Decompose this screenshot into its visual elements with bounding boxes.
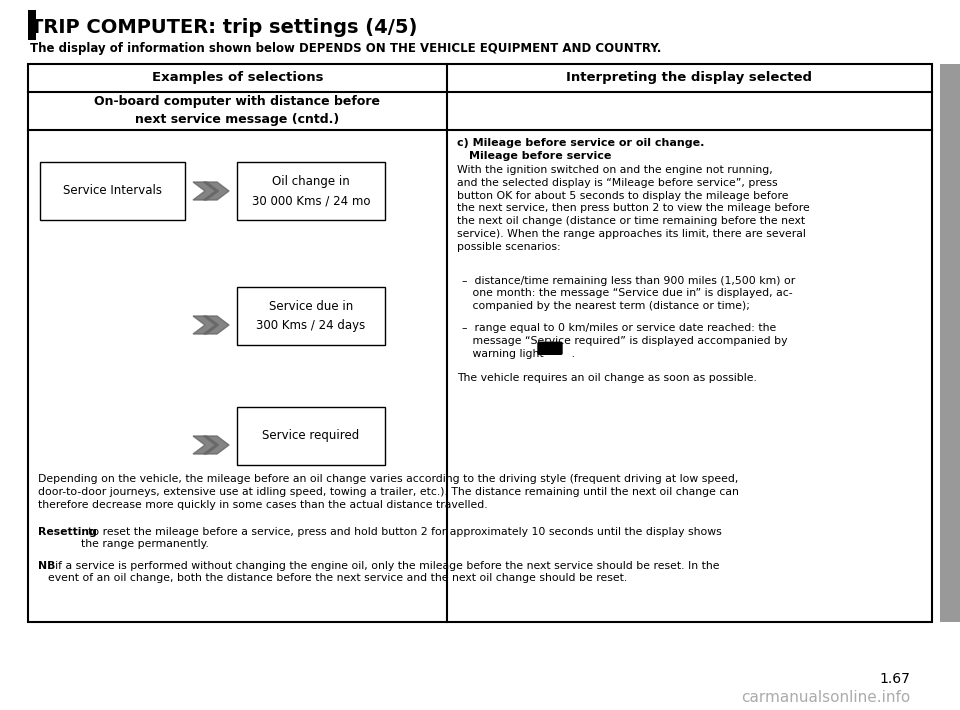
Text: The vehicle requires an oil change as soon as possible.: The vehicle requires an oil change as so… (457, 373, 756, 383)
Text: TRIP COMPUTER: trip settings (4/5): TRIP COMPUTER: trip settings (4/5) (30, 18, 418, 37)
Text: carmanualsonline.info: carmanualsonline.info (741, 690, 910, 705)
Text: 1.67: 1.67 (879, 672, 910, 686)
Text: Service Intervals: Service Intervals (63, 185, 162, 197)
Text: NB: NB (38, 561, 56, 571)
Text: –  distance/time remaining less than 900 miles (1,500 km) or
   one month: the m: – distance/time remaining less than 900 … (462, 275, 795, 311)
Text: –  range equal to 0 km/miles or service date reached: the
   message “Service re: – range equal to 0 km/miles or service d… (462, 323, 787, 359)
Text: The display of information shown below DEPENDS ON THE VEHICLE EQUIPMENT AND COUN: The display of information shown below D… (30, 42, 661, 55)
Text: Service due in
300 Kms / 24 days: Service due in 300 Kms / 24 days (256, 300, 366, 332)
Polygon shape (204, 182, 229, 200)
Text: Resetting: Resetting (38, 527, 97, 537)
Bar (940, 64, 960, 622)
Text: : if a service is performed without changing the engine oil, only the mileage be: : if a service is performed without chan… (48, 561, 719, 584)
Text: Examples of selections: Examples of selections (152, 72, 324, 84)
Text: With the ignition switched on and the engine not running,
and the selected displ: With the ignition switched on and the en… (457, 165, 809, 252)
Polygon shape (204, 436, 229, 454)
Text: Interpreting the display selected: Interpreting the display selected (566, 72, 812, 84)
FancyBboxPatch shape (538, 342, 562, 354)
Bar (237, 407, 385, 465)
Text: Oil change in
30 000 Kms / 24 mo: Oil change in 30 000 Kms / 24 mo (252, 175, 371, 207)
Text: c) Mileage before service or oil change.: c) Mileage before service or oil change. (457, 138, 705, 148)
Text: Depending on the vehicle, the mileage before an oil change varies according to t: Depending on the vehicle, the mileage be… (38, 474, 739, 510)
Bar (28, 64, 932, 622)
Polygon shape (193, 436, 219, 454)
Text: Service required: Service required (262, 430, 360, 442)
Bar (237, 162, 385, 220)
Bar (40, 162, 185, 220)
Bar (28, 10, 36, 40)
Text: Mileage before service: Mileage before service (469, 151, 612, 161)
Polygon shape (204, 316, 229, 334)
Text: : to reset the mileage before a service, press and hold button 2 for approximate: : to reset the mileage before a service,… (82, 527, 722, 550)
Bar (237, 287, 385, 345)
Polygon shape (193, 316, 219, 334)
Text: On-board computer with distance before
next service message (cntd.): On-board computer with distance before n… (94, 96, 380, 126)
Polygon shape (193, 182, 219, 200)
